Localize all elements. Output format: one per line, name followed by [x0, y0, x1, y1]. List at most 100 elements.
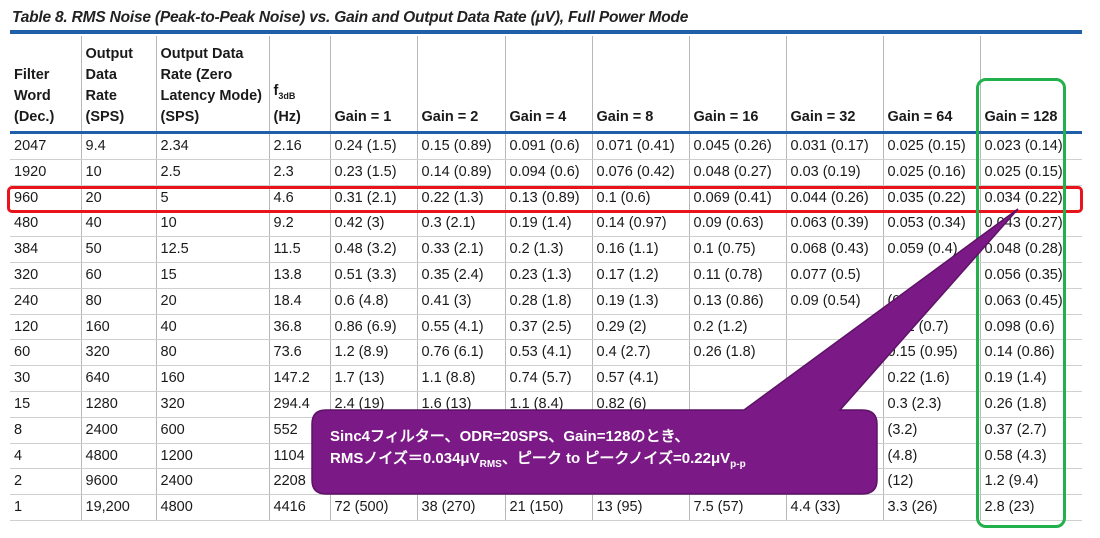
table-cell: 19,200 — [81, 494, 157, 521]
callout-text: Sinc4フィルター、ODR=20SPS、Gain=128のとき、 RMSノイズ… — [312, 418, 877, 494]
table-cell: 50 — [81, 236, 157, 263]
table-cell: 2400 — [81, 417, 157, 444]
table-cell: 1920 — [10, 159, 82, 186]
table-cell: 2400 — [156, 468, 270, 496]
table-row: 1920 10 2.5 2.3 0.23 (1.5) 0.14 (0.89) 0.094 (… — [10, 159, 1082, 186]
header-gain-32: Gain = 32 — [786, 36, 884, 133]
table-cell: 0.2 (1.2) — [689, 314, 787, 341]
table-cell: 1 — [10, 494, 82, 521]
table-cell: 0.1 (0.6) — [592, 185, 690, 212]
table-cell: 11.5 — [269, 236, 331, 263]
table-cell: 3.3 (26) — [883, 494, 981, 521]
table-cell: 4 — [10, 443, 82, 470]
table-cell: 4800 — [156, 494, 270, 521]
table-cell: 600 — [156, 417, 270, 444]
table-cell: 1.2 (8.9) — [330, 339, 418, 367]
title-rule — [10, 30, 1082, 34]
table-cell: 2047 — [10, 132, 82, 160]
table-cell: 60 — [81, 262, 157, 289]
table-cell: 0.23 (1.3) — [505, 262, 593, 289]
table-cell: 0.11 (0.78) — [689, 262, 787, 289]
table-cell: 240 — [10, 288, 82, 315]
table-cell: 0.55 (4.1) — [417, 314, 506, 341]
table-cell: 0.15 (0.95) — [883, 339, 981, 367]
table-cell: 0.09 (0.63) — [689, 210, 787, 238]
header-gain-128: Gain = 128 — [984, 109, 1058, 125]
callout-shape — [311, 208, 1019, 495]
table-cell: (4.8) — [883, 443, 981, 470]
table-cell: 0.068 (0.43) — [786, 236, 884, 263]
table-body: 2047 9.4 2.34 2.16 0.24 (1.5) 0.15 (0.89) 0.09… — [10, 132, 1082, 521]
table-cell: 0.53 (4.1) — [505, 339, 593, 367]
table-cell: 0.13 (0.86) — [689, 288, 787, 315]
header-row: Filter Word (Dec.) Output Data Rate (SPS) Out… — [10, 36, 1082, 133]
header-output-data-rate-zero-latency: Output Data Rate (Zero Latency Mode) (SPS) — [156, 36, 270, 133]
table-cell: 7.5 (57) — [689, 494, 787, 521]
table-cell: 36.8 — [269, 314, 331, 341]
table-cell: 21 (150) — [505, 494, 593, 521]
table-cell: 0.35 (2.4) — [417, 262, 506, 289]
header-gain-8: Gain = 8 — [592, 36, 690, 133]
table-cell: 1.7 (13) — [330, 365, 418, 392]
table-cell: 0.071 (0.41) — [592, 132, 690, 160]
table-cell: 8 — [10, 417, 82, 444]
table-cell: 15 — [156, 262, 270, 289]
table-cell: 0.09 (0.54) — [786, 288, 884, 315]
table-cell: 0.053 (0.34) — [883, 210, 981, 238]
table-cell: 0.045 (0.26) — [689, 132, 787, 160]
header-gain-1: Gain = 1 — [330, 36, 418, 133]
table-cell: 0.17 (1.2) — [592, 262, 690, 289]
table-cell: (12) — [883, 468, 981, 496]
header-filter-word: Filter Word (Dec.) — [10, 36, 82, 133]
table-row: 30 640 160 147.2 1.7 (13) 1.1 (8.8) 0.74 (5.7)… — [10, 365, 1082, 392]
table-cell: 0.51 (3.3) — [330, 262, 418, 289]
table-cell: 20 — [156, 288, 270, 315]
table-cell: 9.4 — [81, 132, 157, 160]
table-cell: 0.063 (0.39) — [786, 210, 884, 238]
table-row: 1 19,200 4800 4416 72 (500) 38 (270) 21 (150) 1… — [10, 494, 1082, 521]
table-cell: 0.094 (0.6) — [505, 159, 593, 186]
table-cell: 0.48 (3.2) — [330, 236, 418, 263]
table-row: 2047 9.4 2.34 2.16 0.24 (1.5) 0.15 (0.89) 0.09… — [10, 132, 1082, 160]
table-cell: 0.28 (1.8) — [505, 288, 593, 315]
table-cell: 0.2 (1.3) — [505, 236, 593, 263]
table-cell: 0.19 (1.4) — [505, 210, 593, 238]
table-cell: 30 — [10, 365, 82, 392]
table-cell: 0.41 (3) — [417, 288, 506, 315]
table-cell: 640 — [81, 365, 157, 392]
table-cell: 160 — [156, 365, 270, 392]
noise-table: Filter Word (Dec.) Output Data Rate (SPS) Out… — [10, 36, 1082, 521]
table-row: 960 20 5 4.6 0.31 (2.1) 0.22 (1.3) 0.13 (0.89)… — [10, 185, 1082, 212]
table-cell: 0.24 (1.5) — [330, 132, 418, 160]
table-cell: 0.31 (2.1) — [330, 185, 418, 212]
table-cell: 1.1 (8.8) — [417, 365, 506, 392]
header-gain-2: Gain = 2 — [417, 36, 506, 133]
table-cell: 120 — [10, 314, 82, 341]
table-cell: 2.3 — [269, 159, 331, 186]
table-cell: 0.4 (2.7) — [592, 339, 690, 367]
table-cell: 384 — [10, 236, 82, 263]
table-cell: 0.035 (0.22) — [883, 185, 981, 212]
table-cell: 0.57 (4.1) — [592, 365, 690, 392]
table-cell: 2.34 — [156, 132, 270, 160]
table-cell: 0.86 (6.9) — [330, 314, 418, 341]
table-cell: 4800 — [81, 443, 157, 470]
table-cell: (3.2) — [883, 417, 981, 444]
table-cell: 0.42 (3) — [330, 210, 418, 238]
callout-line-1: Sinc4フィルター、ODR=20SPS、Gain=128のとき、 — [330, 428, 690, 445]
table-cell: 80 — [81, 288, 157, 315]
table-cell: 2 — [10, 468, 82, 496]
table-cell: 2.5 — [156, 159, 270, 186]
highlight-row-960 — [7, 186, 1083, 213]
table-cell: 0.37 (2.5) — [505, 314, 593, 341]
table-cell: 0.3 (2.3) — [883, 391, 981, 418]
table-cell: 0.025 (0.16) — [883, 159, 981, 186]
table-cell: 0.1 (0.75) — [689, 236, 787, 263]
table-cell: 18.4 — [269, 288, 331, 315]
table-cell: 80 — [156, 339, 270, 367]
table-cell: 0.048 (0.27) — [689, 159, 787, 186]
table-cell: 2.16 — [269, 132, 331, 160]
table-cell: 72 (500) — [330, 494, 418, 521]
table-cell: 9.2 — [269, 210, 331, 238]
header-f3db: f3dB (Hz) — [269, 36, 331, 133]
